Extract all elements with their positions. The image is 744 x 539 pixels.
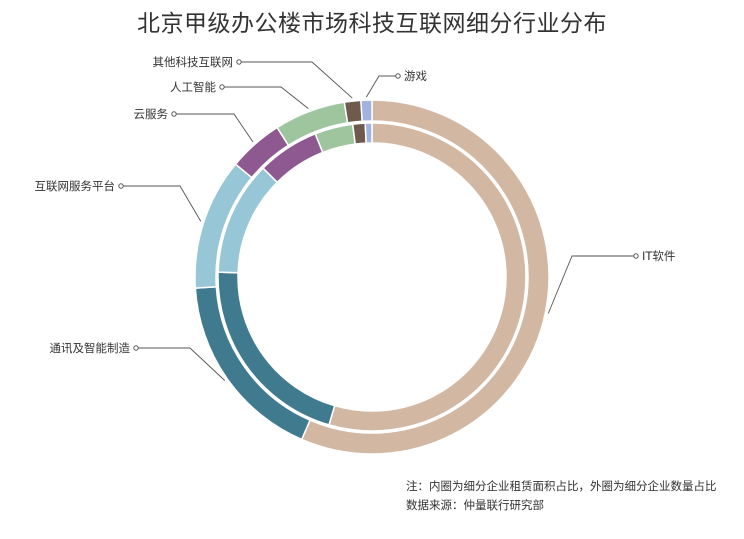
chart-note: 注：内圈为细分企业租赁面积占比，外圈为细分企业数量占比: [406, 479, 717, 493]
category-label-1: 通讯及智能制造: [50, 341, 131, 355]
category-label-0: IT软件: [642, 249, 675, 263]
leader-line-6: [365, 75, 398, 98]
leader-line-1: [136, 347, 226, 381]
leader-line-5: [239, 61, 353, 99]
data-source: 数据来源：仲量联行研究部: [406, 498, 544, 512]
category-label-2: 互联网服务平台: [35, 179, 116, 193]
leader-dot-4: [219, 84, 225, 90]
inner-slice-6: [364, 122, 373, 144]
category-label-3: 云服务: [134, 107, 169, 121]
leader-dot-3: [171, 111, 177, 117]
leader-dot-0: [633, 253, 639, 259]
leader-dot-2: [118, 183, 124, 189]
leader-dot-5: [236, 59, 242, 65]
chart-title: 北京甲级办公楼市场科技互联网细分行业分布: [137, 11, 607, 37]
leader-line-4: [222, 86, 309, 109]
category-label-4: 人工智能: [170, 80, 216, 94]
leader-line-0: [547, 255, 636, 314]
leader-dot-6: [395, 73, 401, 79]
outer-slice-6: [360, 99, 373, 123]
leader-dot-1: [133, 345, 139, 351]
inner-slice-5: [351, 122, 367, 145]
outer-slice-5: [343, 99, 364, 124]
leader-line-3: [174, 113, 254, 143]
category-label-5: 其他科技互联网: [153, 55, 234, 69]
leader-line-2: [121, 185, 202, 222]
category-label-6: 游戏: [404, 69, 427, 83]
